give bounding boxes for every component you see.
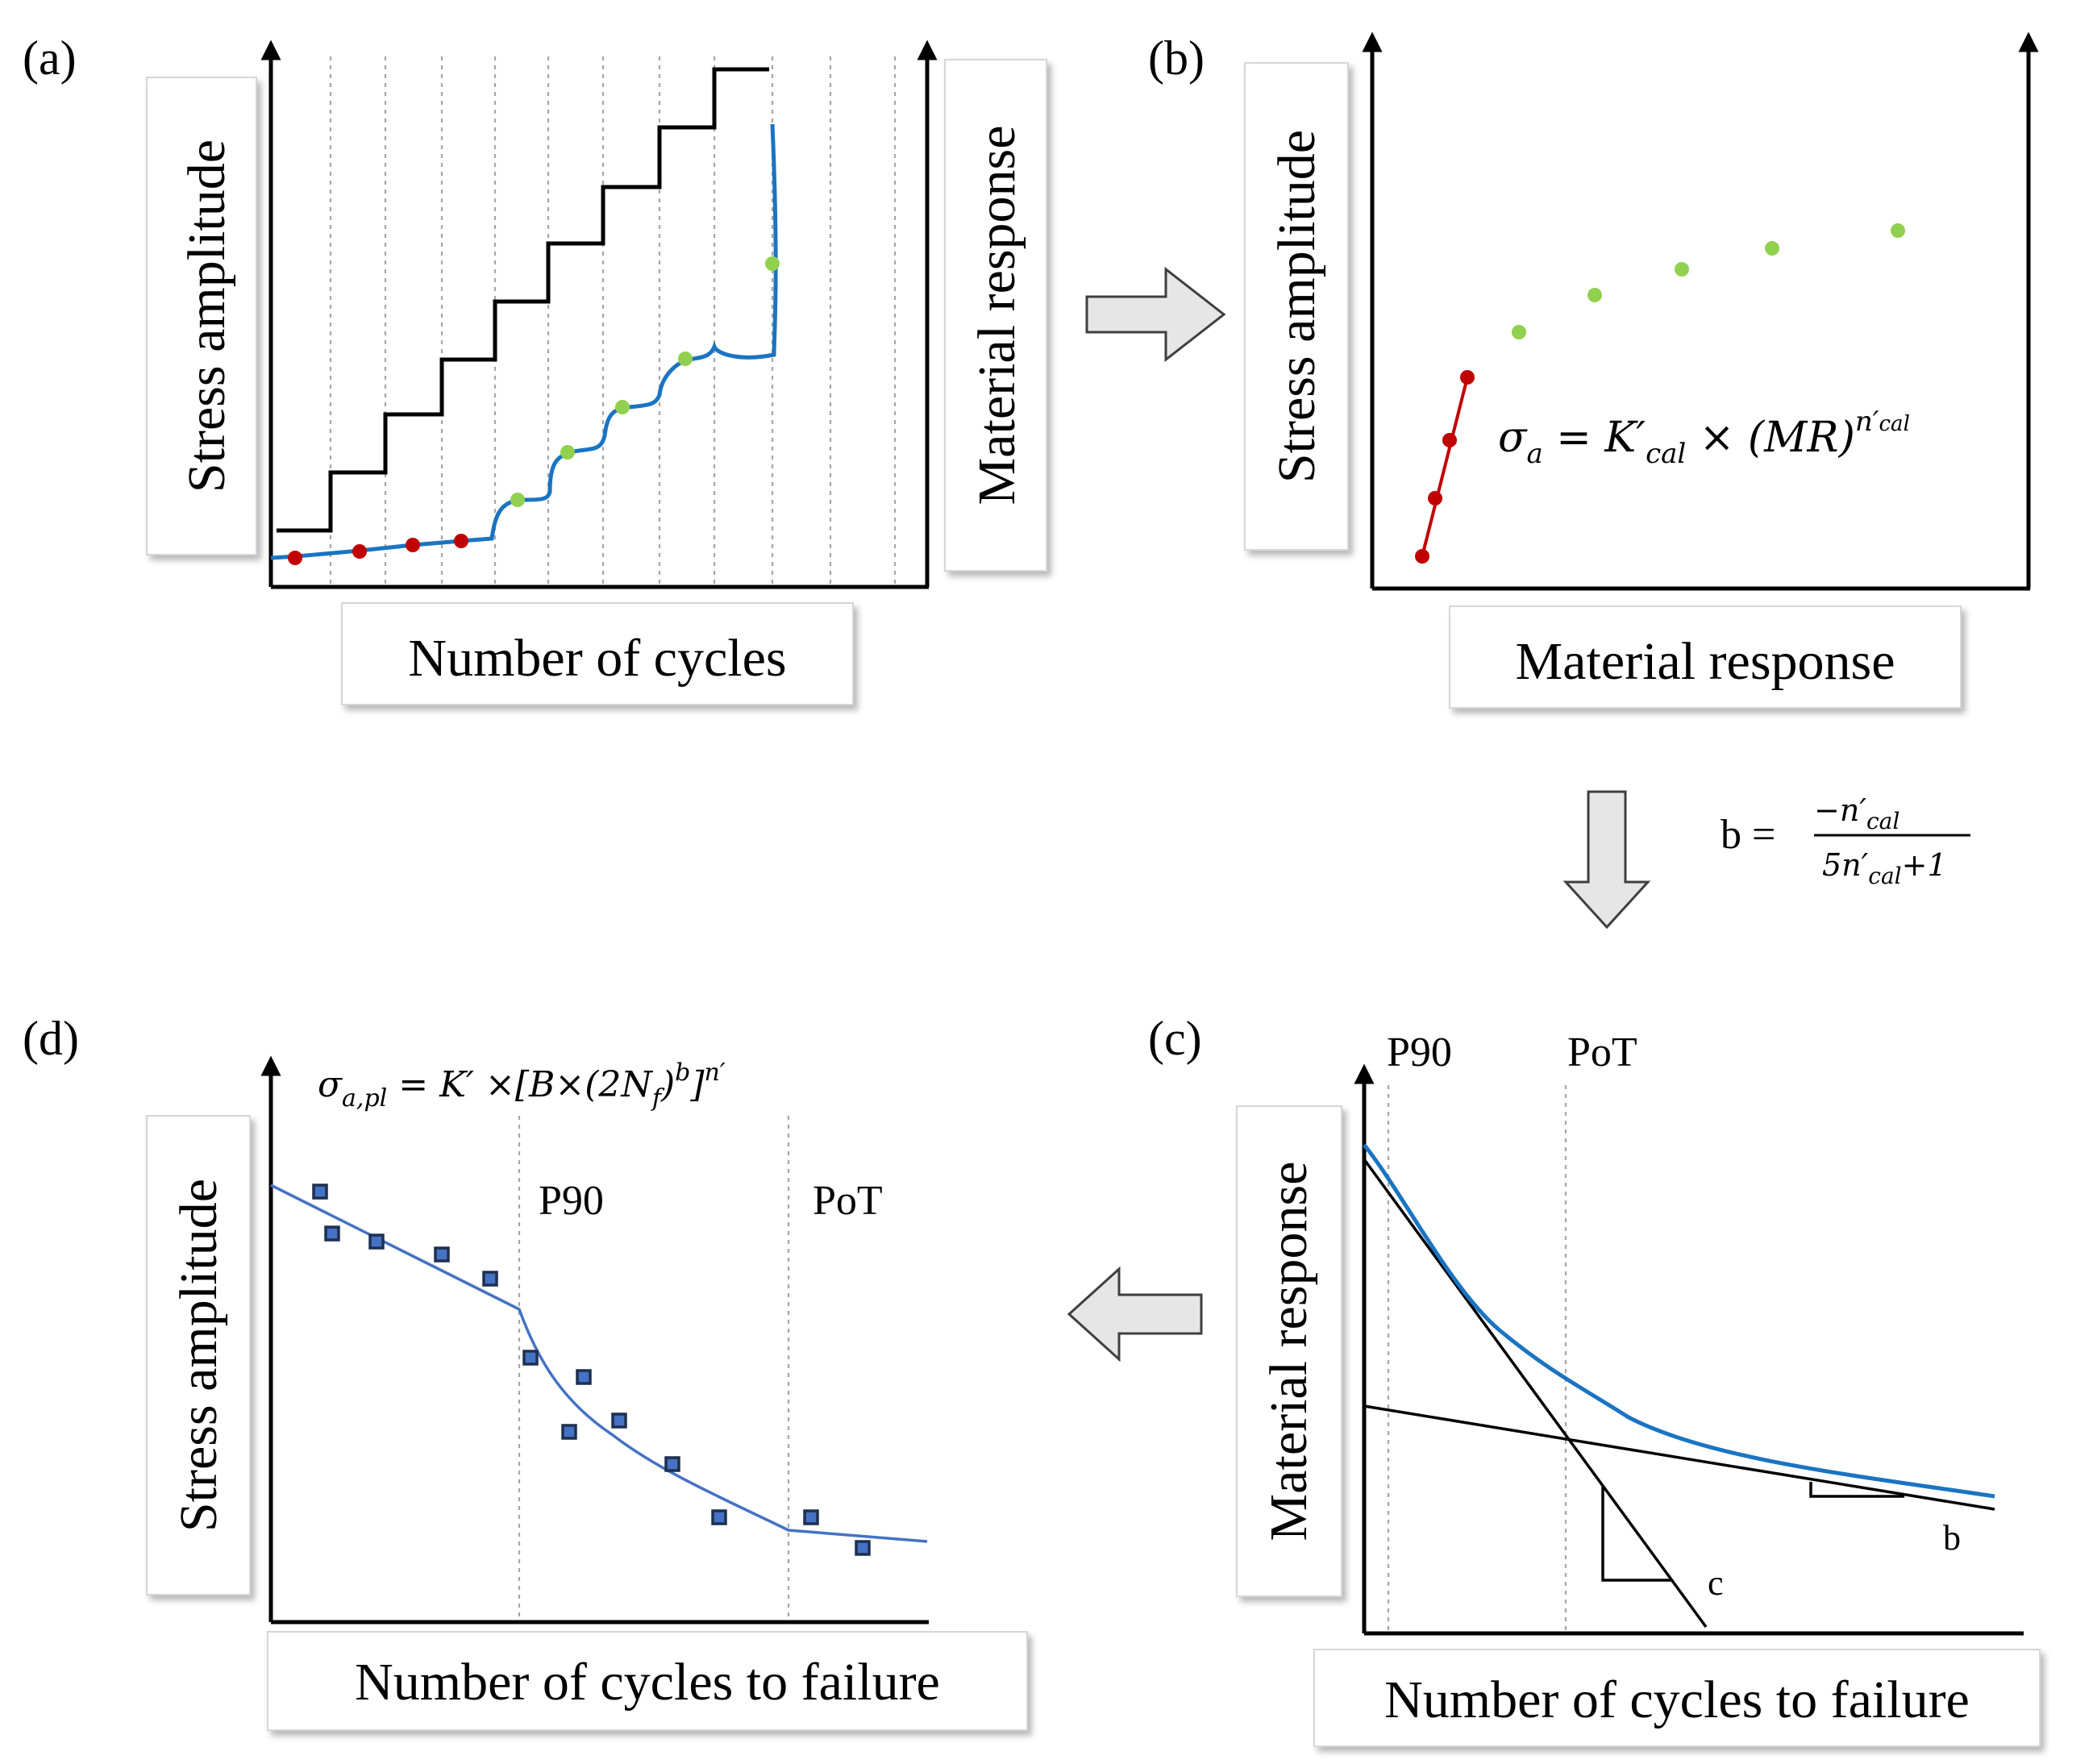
b-exponent-formula: b = −n′cal 5n′cal+1 — [1721, 793, 1970, 889]
panel-c-pot-label: PoT — [1567, 1030, 1637, 1075]
b-formula-numerator: −n′cal — [1814, 793, 1900, 834]
svg-text:Material response: Material response — [967, 126, 1026, 505]
panel-b-axes — [1362, 31, 2039, 591]
arrow-a-to-b — [1085, 266, 1226, 363]
panel-a-red-points — [288, 534, 468, 565]
panel-c-p90-label: P90 — [1387, 1030, 1452, 1075]
panel-b-tag: (b) — [1148, 31, 1205, 85]
slope-triangle-c — [1601, 1485, 1672, 1582]
line-b-label: b — [1943, 1518, 1961, 1558]
panel-d: (d) σa,pl = K′ ×[B×(2Nf)b]n′ P90 PoT — [23, 1012, 1028, 1731]
arrow-c-to-d — [1067, 1266, 1203, 1363]
svg-text:b =: b = — [1721, 812, 1775, 858]
svg-text:Stress amplitude: Stress amplitude — [169, 1179, 228, 1532]
svg-text:Number of cycles to failure: Number of cycles to failure — [355, 1653, 940, 1712]
panel-d-p90-label: P90 — [539, 1178, 604, 1224]
panel-b-red-points — [1415, 370, 1475, 564]
panel-c: (c) P90 PoT c b Material response Number… — [1148, 1012, 2041, 1747]
arrow-b-to-c — [1562, 790, 1651, 930]
panel-a: (a) — [23, 31, 1047, 705]
panel-a-y-label: Stress amplitude — [146, 77, 257, 555]
panel-b-y-label: Stress amplitude — [1244, 62, 1349, 551]
panel-d-y-label: Stress amplitude — [146, 1115, 251, 1596]
panel-d-x-label: Number of cycles to failure — [267, 1631, 1028, 1731]
panel-d-data-points — [312, 1184, 871, 1556]
panel-d-tag: (d) — [23, 1012, 79, 1065]
panel-c-x-label: Number of cycles to failure — [1313, 1649, 2041, 1747]
panel-a-x-label: Number of cycles — [341, 602, 854, 705]
panel-a-gridlines — [329, 56, 897, 585]
stress-staircase — [277, 67, 769, 533]
line-c — [1363, 1158, 1708, 1629]
panel-b-x-label: Material response — [1449, 605, 1962, 709]
panel-c-y-label: Material response — [1236, 1105, 1342, 1597]
svg-text:Material response: Material response — [1259, 1162, 1318, 1541]
b-formula-denominator: 5n′cal+1 — [1822, 847, 1947, 889]
panel-b: (b) σa = K′cal × (MR)n′cal Stress amplit… — [1148, 31, 2039, 709]
svg-text:Material response: Material response — [1516, 632, 1895, 691]
panel-a-green-points — [510, 256, 780, 507]
panel-a-y2-label: Material response — [944, 59, 1047, 572]
svg-text:Stress amplitude: Stress amplitude — [177, 139, 236, 493]
material-response-curve — [270, 123, 778, 560]
panel-a-axes — [260, 40, 938, 589]
panel-c-total-curve — [1363, 1143, 1995, 1499]
line-c-label: c — [1708, 1563, 1724, 1603]
panel-c-tag: (c) — [1148, 1012, 1202, 1065]
panel-b-green-points — [1512, 223, 1905, 339]
svg-text:Number of cycles: Number of cycles — [408, 629, 786, 688]
svg-text:Stress amplitude: Stress amplitude — [1267, 130, 1326, 483]
panel-b-equation: σa = K′cal × (MR)n′cal — [1498, 406, 1910, 470]
panel-d-equation: σa,pl = K′ ×[B×(2Nf)b]n′ — [318, 1059, 726, 1113]
fit-line — [1421, 377, 1469, 557]
panel-d-pot-label: PoT — [813, 1178, 883, 1224]
line-b — [1363, 1404, 1995, 1511]
svg-text:Number of cycles to failure: Number of cycles to failure — [1384, 1670, 1970, 1729]
panel-a-tag: (a) — [23, 31, 77, 85]
panel-d-axes — [260, 1055, 929, 1625]
panel-c-axes — [1354, 1063, 2024, 1636]
slope-triangle-b — [1809, 1482, 1904, 1498]
